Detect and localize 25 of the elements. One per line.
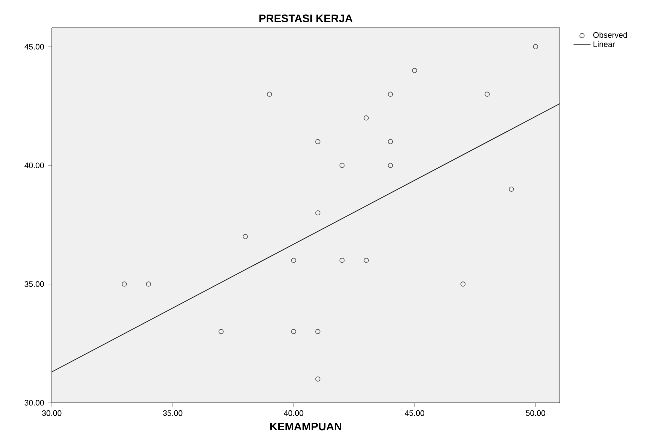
point: [316, 210, 321, 216]
point: [316, 329, 321, 334]
point: [509, 186, 514, 192]
point: [460, 282, 466, 287]
point: [484, 92, 490, 97]
point: [340, 258, 345, 264]
point: [388, 163, 394, 168]
point: [388, 92, 394, 97]
x-axis-title: KEMAMPUAN: [270, 423, 342, 431]
point: [291, 329, 296, 334]
point: [242, 234, 248, 240]
point: [340, 163, 345, 168]
point: [316, 376, 321, 382]
point: [316, 139, 321, 144]
point: [364, 116, 370, 121]
point: [291, 258, 296, 264]
point: [146, 282, 152, 287]
point: [267, 92, 272, 97]
point: [533, 44, 538, 50]
point: [388, 139, 394, 144]
point: [122, 282, 128, 287]
point: [218, 329, 224, 334]
point: [364, 258, 370, 264]
chart-title: PRESTASI KERJA: [260, 14, 353, 22]
point: [412, 68, 418, 74]
